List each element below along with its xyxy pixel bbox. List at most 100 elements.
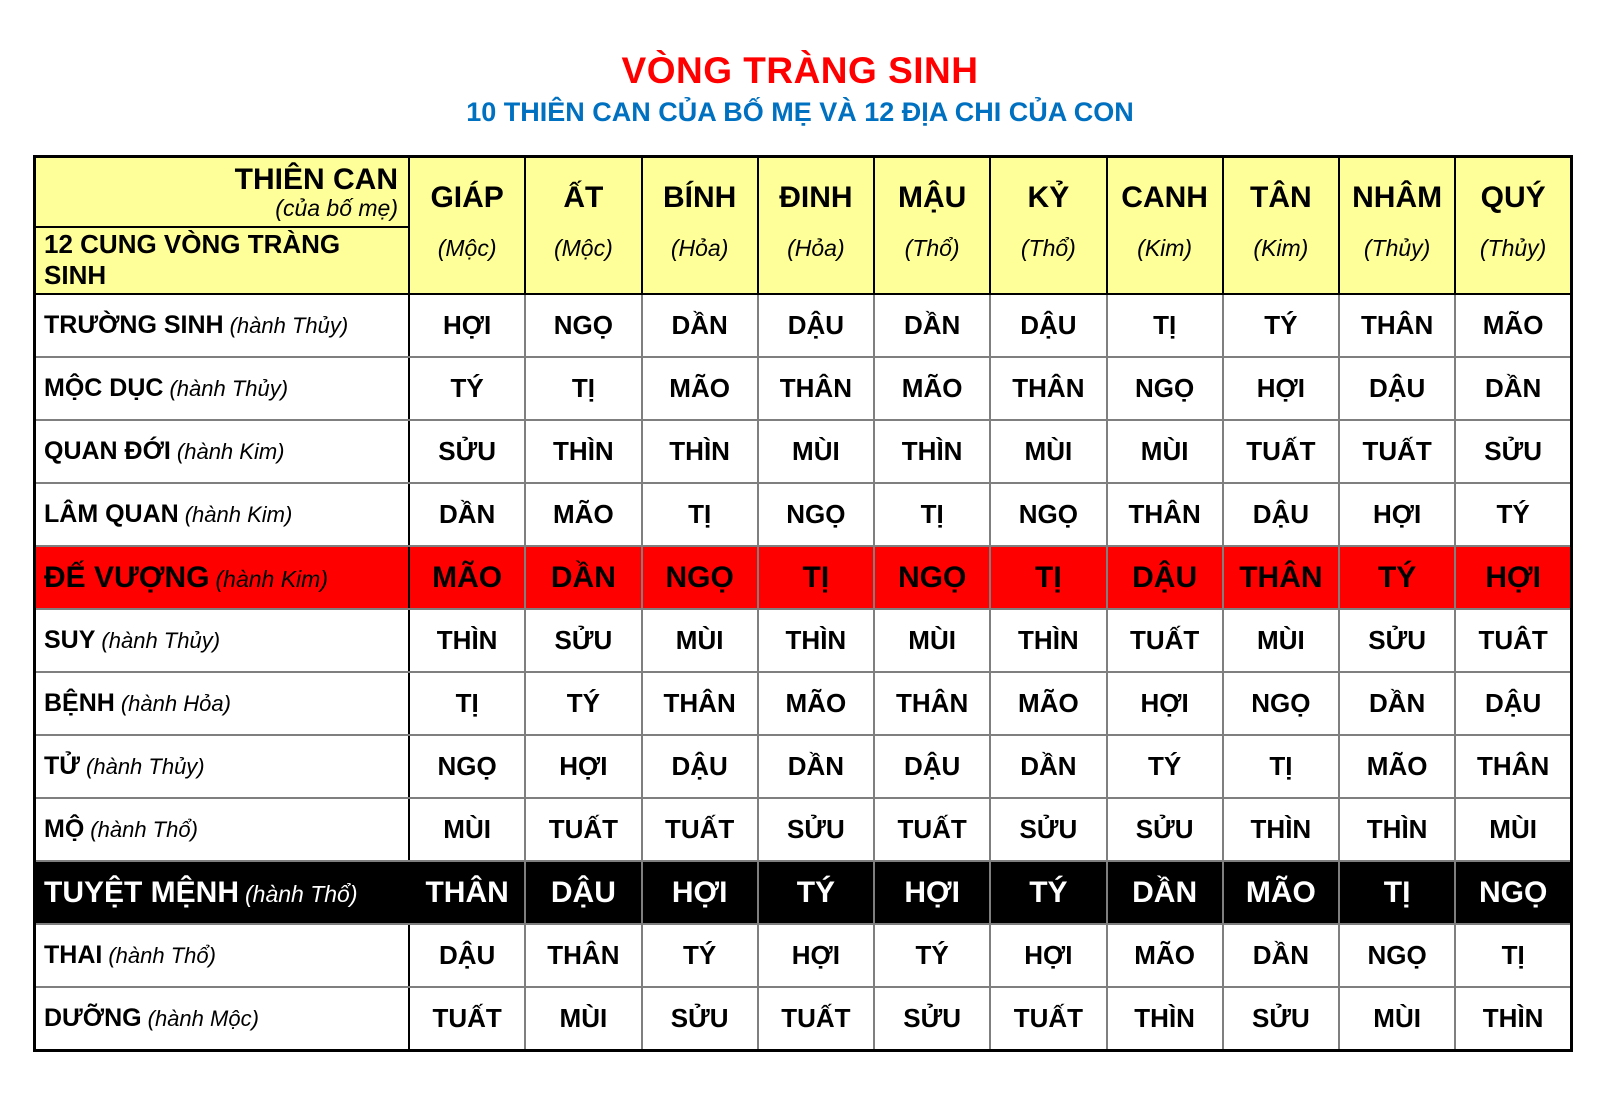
branch-cell-11-0: TUẤT	[407, 986, 527, 1051]
row-label: TRƯỜNG SINH (hành Thủy)	[33, 293, 410, 358]
branch-cell-4-2: NGỌ	[640, 545, 759, 610]
row-label: MỘ (hành Thổ)	[33, 797, 410, 862]
branch-cell-6-4: THÂN	[872, 671, 992, 736]
table-row-7: TỬ (hành Thủy) NGỌ HỢI DẬU DẦN DẬU DẦN TÝ TỊ MÃO TH…	[33, 734, 1573, 799]
branch-cell-1-1: TỊ	[524, 356, 643, 421]
branch-cell-11-6: THÌN	[1105, 986, 1224, 1051]
table-row-5: SUY (hành Thủy) THÌN SỬU MÙI THÌN MÙI THÌN TUẤT M…	[33, 608, 1573, 673]
branch-cell-8-1: TUẤT	[524, 797, 643, 862]
branch-cell-10-2: TÝ	[640, 923, 759, 988]
row-label: MỘC DỤC (hành Thủy)	[33, 356, 410, 421]
branch-cell-0-5: DẬU	[989, 293, 1108, 358]
branch-cell-8-8: THÌN	[1337, 797, 1457, 862]
branch-cell-7-8: MÃO	[1337, 734, 1457, 799]
thien-can-label: THIÊN CAN	[234, 163, 398, 197]
branch-cell-2-5: MÙI	[989, 419, 1108, 484]
column-header-8: NHÂM (Thủy)	[1337, 155, 1457, 295]
branch-cell-0-3: DẬU	[756, 293, 876, 358]
branch-cell-2-9: SỬU	[1454, 419, 1573, 484]
branch-cell-3-9: TÝ	[1454, 482, 1573, 547]
branch-cell-5-8: SỬU	[1337, 608, 1457, 673]
branch-cell-10-1: THÂN	[524, 923, 643, 988]
branch-cell-9-9: NGỌ	[1454, 860, 1573, 925]
branch-cell-3-8: HỢI	[1337, 482, 1457, 547]
branch-cell-2-0: SỬU	[407, 419, 527, 484]
stem-name: NHÂM	[1352, 181, 1443, 214]
branch-cell-6-9: DẬU	[1454, 671, 1573, 736]
branch-cell-3-4: TỊ	[872, 482, 992, 547]
stage-element: (hành Thủy)	[229, 313, 349, 338]
stem-name: KỶ	[1027, 181, 1070, 214]
stage-element: (hành Kim)	[176, 439, 285, 464]
column-header-0: GIÁP (Mộc)	[407, 155, 527, 295]
branch-cell-1-9: DẦN	[1454, 356, 1573, 421]
column-header-6: CANH (Kim)	[1105, 155, 1224, 295]
branch-cell-4-3: TỊ	[756, 545, 876, 610]
branch-cell-8-7: THÌN	[1221, 797, 1341, 862]
branch-cell-1-0: TÝ	[407, 356, 527, 421]
branch-cell-4-1: DẦN	[524, 545, 643, 610]
stage-name: THAI	[44, 941, 103, 969]
stage-element: (hành Thủy)	[169, 376, 289, 401]
branch-cell-11-2: SỬU	[640, 986, 759, 1051]
stem-element: (Kim)	[1253, 235, 1309, 261]
branch-cell-10-8: NGỌ	[1337, 923, 1457, 988]
table-body: TRƯỜNG SINH (hành Thủy) HỢI NGỌ DẦN DẬU DẦN DẬU…	[33, 293, 1573, 1051]
branch-cell-11-5: TUẤT	[989, 986, 1108, 1051]
branch-cell-11-4: SỬU	[872, 986, 992, 1051]
stem-element: (Mộc)	[553, 235, 613, 261]
branch-cell-5-1: SỬU	[524, 608, 643, 673]
stem-name: CANH	[1121, 181, 1208, 214]
branch-cell-0-6: TỊ	[1105, 293, 1224, 358]
branch-cell-1-2: MÃO	[640, 356, 759, 421]
branch-cell-5-2: MÙI	[640, 608, 759, 673]
branch-cell-1-7: HỢI	[1221, 356, 1341, 421]
stem-name: ĐINH	[779, 181, 853, 214]
branch-cell-11-7: SỬU	[1221, 986, 1341, 1051]
table-row-9: TUYỆT MỆNH (hành Thổ) THÂN DẬU HỢI TÝ HỢI TÝ DẦN…	[33, 860, 1573, 925]
table-header-row: THIÊN CAN (của bố mẹ) 12 CUNG VÒNG TRÀNG…	[33, 155, 1573, 295]
stem-name: ẤT	[563, 181, 604, 214]
branch-cell-4-4: NGỌ	[872, 545, 992, 610]
table-row-2: QUAN ĐỚI (hành Kim) SỬU THÌN THÌN MÙI THÌN MÙI M…	[33, 419, 1573, 484]
branch-cell-11-1: MÙI	[524, 986, 643, 1051]
stage-name: TỬ	[44, 752, 81, 780]
column-header-4: MẬU (Thổ)	[872, 155, 992, 295]
stage-element: (hành Thủy)	[86, 754, 205, 779]
stage-element: (hành Thổ)	[245, 880, 358, 907]
branch-cell-10-0: DẬU	[407, 923, 527, 988]
branch-cell-1-5: THÂN	[989, 356, 1108, 421]
branch-cell-2-4: THÌN	[872, 419, 992, 484]
branch-cell-8-0: MÙI	[407, 797, 527, 862]
stage-name: SUY	[44, 626, 96, 654]
branch-cell-2-6: MÙI	[1105, 419, 1224, 484]
branch-cell-4-7: THÂN	[1221, 545, 1341, 610]
branch-cell-10-7: DẦN	[1221, 923, 1341, 988]
branch-cell-5-6: TUẤT	[1105, 608, 1224, 673]
row-label: TỬ (hành Thủy)	[33, 734, 410, 799]
branch-cell-8-9: MÙI	[1454, 797, 1573, 862]
row-label: TUYỆT MỆNH (hành Thổ)	[33, 860, 410, 925]
branch-cell-9-6: DẦN	[1105, 860, 1224, 925]
branch-cell-5-7: MÙI	[1221, 608, 1341, 673]
stage-name: MỘC DỤC	[44, 374, 164, 402]
stem-element: (Hỏa)	[670, 235, 729, 261]
stage-name: BỆNH	[44, 689, 115, 717]
branch-cell-9-8: TỊ	[1337, 860, 1457, 925]
stage-element: (hành Kim)	[215, 565, 328, 592]
branch-cell-6-5: MÃO	[989, 671, 1108, 736]
branch-cell-5-9: TUÂT	[1454, 608, 1573, 673]
branch-cell-4-8: TÝ	[1337, 545, 1457, 610]
stage-name: DƯỠNG	[44, 1003, 142, 1032]
branch-cell-4-9: HỢI	[1454, 545, 1573, 610]
branch-cell-3-0: DẦN	[407, 482, 527, 547]
stage-element: (hành Mộc)	[147, 1005, 259, 1031]
stage-name: ĐẾ VƯỢNG	[44, 560, 210, 594]
branch-cell-0-1: NGỌ	[524, 293, 643, 358]
branch-cell-7-2: DẬU	[640, 734, 759, 799]
stem-element: (Mộc)	[437, 235, 497, 261]
branch-cell-7-4: DẬU	[872, 734, 992, 799]
branch-cell-6-8: DẦN	[1337, 671, 1457, 736]
branch-cell-11-8: MÙI	[1337, 986, 1457, 1051]
